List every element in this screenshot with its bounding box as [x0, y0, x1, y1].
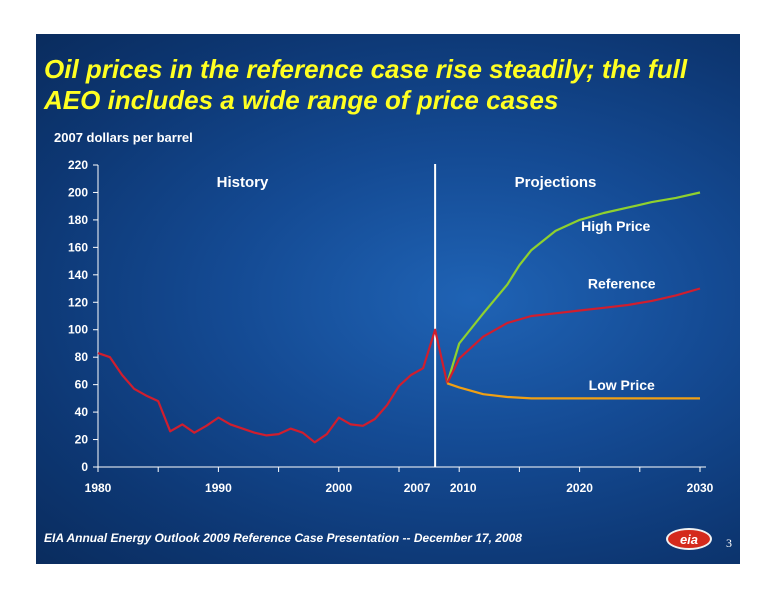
chart-axes — [97, 164, 706, 468]
y-tick-label: 0 — [81, 460, 88, 474]
chart-labels: 2007 dollars per barrel History Projection… — [54, 130, 656, 393]
y-tick-label: 100 — [68, 323, 88, 337]
series-line-low-price — [446, 382, 700, 400]
oil-price-chart: 0 20 40 60 80 100 120 140 160 180 200 220 1980 1990 20… — [54, 130, 714, 495]
y-tick-label: 180 — [68, 213, 88, 227]
series-line-history — [97, 328, 449, 444]
series-label-reference: Reference — [588, 276, 656, 292]
slide-title: Oil prices in the reference case rise st… — [44, 54, 688, 115]
y-tick-label: 220 — [68, 158, 88, 172]
series-line-reference — [446, 287, 701, 384]
y-tick-label: 140 — [68, 268, 88, 282]
chart-ticks: 0 20 40 60 80 100 120 140 160 180 200 220 1980 1990 20… — [68, 158, 714, 495]
annotation-history: History — [217, 174, 269, 191]
x-tick-label: 1990 — [205, 481, 232, 495]
series-line-high-price — [446, 191, 701, 384]
annotation-projections: Projections — [515, 174, 597, 191]
series-label-low-price: Low Price — [589, 377, 655, 393]
y-tick-label: 80 — [75, 350, 89, 364]
x-tick-label: 2007 — [404, 481, 431, 495]
x-tick-label: 2020 — [566, 481, 593, 495]
y-tick-label: 40 — [75, 405, 89, 419]
x-tick-label: 2030 — [687, 481, 714, 495]
y-tick-label: 60 — [75, 378, 89, 392]
y-tick-label: 160 — [68, 240, 88, 254]
x-tick-label: 2010 — [450, 481, 477, 495]
page-number: 3 — [726, 536, 732, 550]
y-tick-label: 20 — [75, 433, 89, 447]
y-tick-label: 120 — [68, 295, 88, 309]
eia-logo: eia — [666, 528, 712, 550]
chart-series — [97, 191, 701, 444]
y-tick-label: 200 — [68, 185, 88, 199]
x-tick-label: 2000 — [325, 481, 352, 495]
slide-footer: EIA Annual Energy Outlook 2009 Reference… — [44, 531, 522, 545]
slide: Oil prices in the reference case rise st… — [36, 34, 740, 564]
y-axis-label: 2007 dollars per barrel — [54, 130, 193, 145]
x-tick-label: 1980 — [85, 481, 112, 495]
series-label-high-price: High Price — [581, 218, 650, 234]
